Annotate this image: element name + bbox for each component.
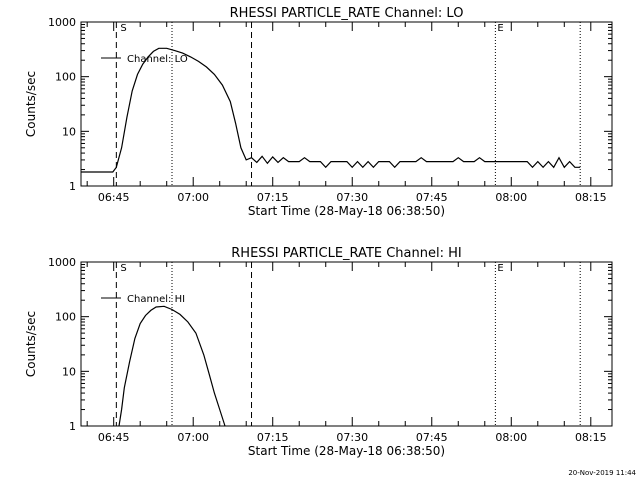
chart-panel-1: RHESSI PARTICLE_RATE Channel: LO 1 10 100 10… [24, 6, 613, 218]
y-tick-label: 1 [69, 180, 76, 193]
x-tick-label: 06:45 [98, 191, 130, 204]
chart-title: RHESSI PARTICLE_RATE Channel: LO [230, 6, 464, 21]
x-tick-label: 07:45 [416, 431, 448, 444]
timestamp: 20-Nov-2019 11:44 [568, 469, 636, 477]
x-tick-label: 06:45 [98, 431, 130, 444]
legend-label: Channel: HI [127, 294, 185, 305]
x-tick-label: 07:45 [416, 191, 448, 204]
x-tick-label: 07:15 [257, 431, 289, 444]
y-axis-label: Counts/sec [24, 71, 38, 137]
x-tick-label: 08:15 [575, 431, 607, 444]
start-marker-label: S [120, 263, 126, 274]
x-tick-label: 07:30 [336, 191, 368, 204]
y-tick-label: 10 [62, 365, 76, 378]
series-line [118, 305, 226, 427]
x-tick-label: 07:30 [336, 431, 368, 444]
y-tick-label: 100 [55, 311, 76, 324]
series-line [81, 47, 581, 173]
x-tick-label: 07:15 [257, 191, 289, 204]
plot-frame [80, 21, 613, 187]
chart-panel-2: RHESSI PARTICLE_RATE Channel: HI 1 10 100 10… [24, 246, 613, 458]
x-tick-label: 07:00 [177, 191, 209, 204]
end-marker-label: E [497, 23, 503, 34]
plot-frame [80, 261, 613, 427]
y-tick-label: 100 [55, 71, 76, 84]
chart-title: RHESSI PARTICLE_RATE Channel: HI [231, 246, 461, 261]
y-tick-label: 1 [69, 420, 76, 433]
x-tick-label: 08:00 [495, 191, 527, 204]
end-marker-label: E [497, 263, 503, 274]
x-tick-label: 08:00 [495, 431, 527, 444]
y-tick-label: 1000 [48, 16, 76, 29]
x-axis-label: Start Time (28-May-18 06:38:50) [248, 444, 445, 458]
x-tick-label: 08:15 [575, 191, 607, 204]
x-axis-label: Start Time (28-May-18 06:38:50) [248, 204, 445, 218]
x-tick-label: 07:00 [177, 431, 209, 444]
y-tick-label: 10 [62, 125, 76, 138]
y-axis-label: Counts/sec [24, 311, 38, 377]
y-tick-label: 1000 [48, 256, 76, 269]
legend-label: Channel: LO [127, 54, 188, 65]
start-marker-label: S [120, 23, 126, 34]
